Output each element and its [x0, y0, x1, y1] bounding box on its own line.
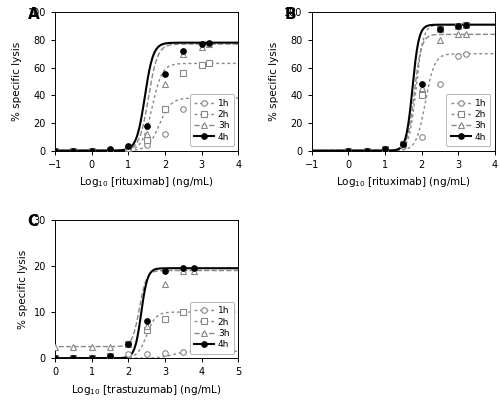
X-axis label: Log$_{10}$ [trastuzumab] (ng/mL): Log$_{10}$ [trastuzumab] (ng/mL) [72, 383, 222, 397]
X-axis label: Log$_{10}$ [rituximab] (ng/mL): Log$_{10}$ [rituximab] (ng/mL) [80, 175, 214, 189]
Text: A: A [28, 7, 39, 22]
Y-axis label: % specific lysis: % specific lysis [18, 249, 28, 328]
Legend: 1h, 2h, 3h, 4h: 1h, 2h, 3h, 4h [190, 302, 234, 354]
Y-axis label: % specific lysis: % specific lysis [268, 42, 278, 121]
Legend: 1h, 2h, 3h, 4h: 1h, 2h, 3h, 4h [190, 94, 234, 146]
Legend: 1h, 2h, 3h, 4h: 1h, 2h, 3h, 4h [446, 94, 490, 146]
X-axis label: Log$_{10}$ [rituximab] (ng/mL): Log$_{10}$ [rituximab] (ng/mL) [336, 175, 470, 189]
Y-axis label: % specific lysis: % specific lysis [12, 42, 22, 121]
Text: C: C [28, 214, 38, 229]
Text: B: B [284, 7, 296, 22]
